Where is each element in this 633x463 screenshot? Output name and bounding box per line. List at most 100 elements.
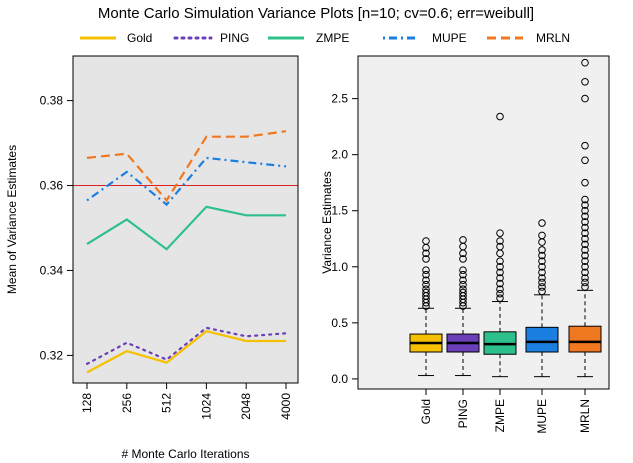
left-line-chart: 0.32 0.34 0.36 0.38 128 256 512 1024 2048 4000 #… bbox=[5, 55, 299, 461]
box-mupe bbox=[525, 326, 559, 353]
outlier-mrln bbox=[581, 262, 589, 271]
left-x-tick-label: 256 bbox=[120, 393, 134, 413]
outlier-mrln bbox=[581, 77, 589, 86]
outlier-mupe bbox=[538, 257, 546, 265]
left-y-axis-title: Mean of Variance Estimates bbox=[5, 145, 19, 294]
outlier-mupe bbox=[538, 262, 546, 271]
right-y-tick-label: 2.5 bbox=[331, 92, 348, 106]
outlier-zmpe bbox=[496, 229, 504, 237]
outlier-mupe bbox=[538, 246, 546, 254]
right-y-tick-label: 2.0 bbox=[331, 148, 348, 162]
outlier-mrln bbox=[581, 178, 589, 187]
right-y-axis-title: Variance Estimates bbox=[320, 171, 334, 274]
outlier-zmpe bbox=[496, 294, 504, 302]
series-line-mupe bbox=[86, 156, 287, 207]
right-x-tick-label: Gold bbox=[419, 399, 433, 424]
outlier-zmpe bbox=[496, 289, 504, 298]
outlier-mrln bbox=[581, 251, 589, 260]
outlier-mrln bbox=[581, 195, 589, 204]
outlier-mupe bbox=[538, 283, 546, 291]
legend: Gold PING ZMPE MUPE MRLN bbox=[80, 31, 570, 45]
series-line-zmpe bbox=[86, 205, 286, 251]
outlier-zmpe bbox=[496, 279, 504, 288]
outlier-gold bbox=[422, 237, 430, 245]
outlier-ping bbox=[459, 270, 467, 279]
left-x-tick-label: 2048 bbox=[239, 393, 253, 420]
left-y-tick-label: 0.38 bbox=[40, 94, 64, 108]
outlier-mrln bbox=[581, 278, 589, 287]
outlier-mrln bbox=[581, 274, 589, 282]
series-line-gold bbox=[86, 330, 286, 374]
outlier-mrln bbox=[581, 257, 589, 265]
outlier-mrln bbox=[581, 218, 589, 226]
outlier-gold bbox=[422, 266, 430, 274]
outlier-ping bbox=[459, 266, 467, 274]
outlier-mrln bbox=[581, 212, 589, 221]
legend-label-zmpe: ZMPE bbox=[316, 31, 349, 45]
outlier-mupe bbox=[538, 219, 546, 227]
outlier-gold bbox=[422, 288, 430, 297]
outlier-zmpe bbox=[496, 262, 504, 271]
outlier-mupe bbox=[538, 287, 546, 296]
outlier-gold bbox=[422, 249, 430, 258]
outlier-mrln bbox=[581, 58, 589, 67]
outlier-mrln bbox=[581, 201, 589, 209]
left-plot-background bbox=[73, 56, 298, 383]
right-x-tick-label: MUPE bbox=[535, 399, 549, 434]
right-plot-frame bbox=[357, 55, 610, 390]
right-y-tick-label: 1.5 bbox=[331, 204, 348, 218]
left-x-tick-label: 4000 bbox=[279, 393, 293, 420]
left-y-tick-label: 0.36 bbox=[40, 179, 64, 193]
right-x-tick-label: MRLN bbox=[578, 399, 592, 433]
outlier-ping bbox=[459, 280, 467, 289]
outlier-zmpe bbox=[496, 237, 504, 245]
outlier-mrln bbox=[581, 268, 589, 277]
legend-label-ping: PING bbox=[220, 31, 249, 45]
outlier-gold bbox=[422, 276, 430, 285]
outlier-mrln bbox=[581, 223, 589, 232]
outlier-mrln bbox=[581, 283, 589, 291]
outlier-mrln bbox=[581, 94, 589, 103]
outlier-ping bbox=[459, 276, 467, 285]
legend-label-mupe: MUPE bbox=[432, 31, 467, 45]
outlier-mupe bbox=[538, 274, 546, 282]
outlier-mrln bbox=[581, 246, 589, 254]
outlier-zmpe bbox=[496, 285, 504, 294]
left-x-tick-label: 128 bbox=[80, 393, 94, 413]
left-plot-frame bbox=[72, 55, 299, 384]
outlier-mupe bbox=[538, 251, 546, 260]
series-line-ping bbox=[85, 326, 288, 365]
outlier-mrln bbox=[581, 229, 589, 237]
outlier-gold bbox=[422, 285, 430, 294]
outlier-mupe bbox=[538, 268, 546, 277]
right-x-tick-label: PING bbox=[456, 399, 470, 428]
left-y-tick-label: 0.34 bbox=[40, 263, 64, 277]
right-y-tick-label: 0.5 bbox=[331, 316, 348, 330]
right-y-tick-label: 1.0 bbox=[331, 260, 348, 274]
right-y-tick-label: 0.0 bbox=[331, 372, 348, 386]
outlier-zmpe bbox=[496, 257, 504, 265]
outlier-mrln bbox=[581, 240, 589, 249]
outlier-ping bbox=[459, 255, 467, 263]
outlier-mrln bbox=[581, 206, 589, 215]
outlier-mupe bbox=[538, 278, 546, 287]
outlier-gold bbox=[422, 270, 430, 279]
outlier-mrln bbox=[581, 156, 589, 165]
outlier-ping bbox=[459, 285, 467, 294]
outlier-ping bbox=[459, 288, 467, 297]
outlier-ping bbox=[459, 236, 467, 244]
outlier-zmpe bbox=[496, 268, 504, 277]
left-y-tick-label: 0.32 bbox=[40, 348, 64, 362]
outlier-gold bbox=[422, 280, 430, 289]
legend-label-mrln: MRLN bbox=[536, 31, 570, 45]
left-x-tick-label: 512 bbox=[160, 393, 174, 413]
outlier-mrln bbox=[581, 234, 589, 243]
left-x-axis-title: # Monte Carlo Iterations bbox=[121, 447, 249, 461]
chart-title: Monte Carlo Simulation Variance Plots [n… bbox=[98, 5, 534, 22]
outlier-gold bbox=[422, 255, 430, 263]
right-x-tick-label: ZMPE bbox=[493, 399, 507, 432]
outlier-mrln bbox=[581, 141, 589, 150]
outlier-mupe bbox=[538, 231, 546, 240]
